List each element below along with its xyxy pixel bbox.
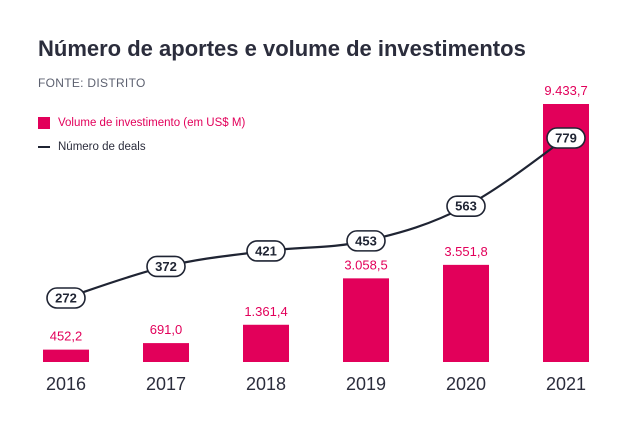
bar-value-label-2021: 9.433,7	[544, 83, 587, 98]
x-tick-label-2017: 2017	[146, 374, 186, 394]
legend-label-volume: Volume de investimento (em US$ M)	[58, 117, 246, 129]
deal-value-label-2016: 272	[55, 291, 77, 306]
x-tick-label-2021: 2021	[546, 374, 586, 394]
bar-value-label-2020: 3.551,8	[444, 244, 487, 259]
bar-2017	[143, 343, 189, 362]
deal-marker-2020	[446, 195, 486, 217]
deal-value-label-2020: 563	[455, 199, 477, 214]
deal-marker-2017	[146, 255, 186, 278]
bar-value-label-2019: 3.058,5	[344, 257, 387, 272]
deal-marker-2016	[46, 287, 86, 309]
bar-2018	[243, 324, 289, 362]
bar-2020	[443, 264, 489, 362]
bar-value-label-2016: 452,2	[50, 329, 83, 344]
legend-item-deals: Número de deals	[38, 138, 245, 156]
deal-value-label-2019: 453	[355, 233, 377, 248]
deal-marker-2019	[346, 230, 386, 252]
deal-value-label-2017: 372	[155, 259, 177, 274]
deal-marker-2018	[246, 240, 286, 262]
bar-2016	[43, 349, 89, 362]
deal-marker-2021	[546, 127, 586, 149]
bar-value-label-2017: 691,0	[150, 322, 183, 337]
legend-swatch-deals	[38, 146, 50, 148]
bar-value-label-2018: 1.361,4	[244, 304, 287, 319]
x-tick-label-2018: 2018	[246, 374, 286, 394]
deal-value-label-2021: 779	[555, 131, 577, 146]
chart-source: FONTE: DISTRITO	[38, 76, 146, 90]
x-tick-label-2020: 2020	[446, 374, 486, 394]
x-tick-label-2016: 2016	[46, 374, 86, 394]
chart-title: Número de aportes e volume de investimen…	[38, 36, 526, 61]
bar-2019	[343, 278, 389, 362]
legend-label-deals: Número de deals	[58, 141, 146, 153]
legend-item-volume: Volume de investimento (em US$ M)	[38, 114, 245, 132]
x-tick-label-2019: 2019	[346, 374, 386, 394]
deals-line	[65, 137, 567, 300]
legend: Volume de investimento (em US$ M) Número…	[38, 114, 245, 162]
legend-swatch-volume	[38, 117, 50, 129]
deal-value-label-2018: 421	[255, 243, 277, 258]
